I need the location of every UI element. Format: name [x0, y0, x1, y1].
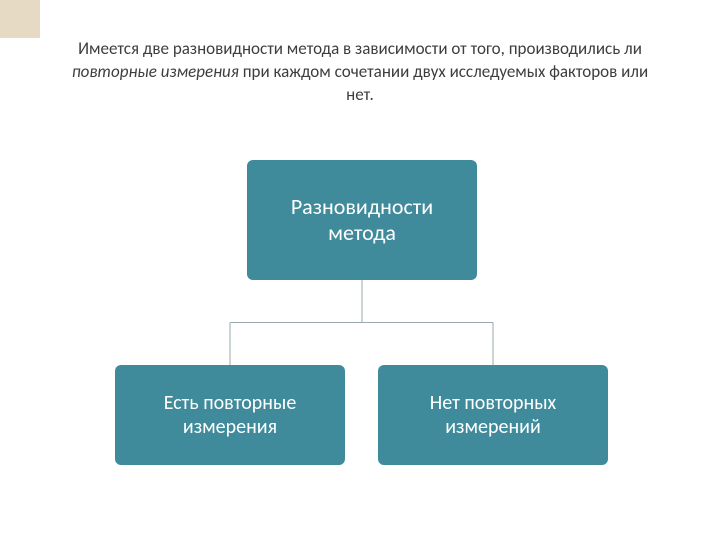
intro-part2: при каждом сочетании двух исследуемых фа… — [239, 61, 648, 105]
tree-child-node: Нет повторных измерений — [378, 365, 608, 465]
intro-text: Имеется две разновидности метода в завис… — [60, 38, 660, 107]
tree-root-label: Разновидности метода — [265, 194, 459, 247]
tree-root-node: Разновидности метода — [247, 160, 477, 280]
tree-child-label: Есть повторные измерения — [133, 391, 327, 439]
tree-child-node: Есть повторные измерения — [115, 365, 345, 465]
intro-part1: Имеется две разновидности метода в завис… — [78, 38, 642, 59]
tree-child-label: Нет повторных измерений — [396, 391, 590, 439]
accent-bar — [0, 0, 40, 38]
tree-diagram: Разновидности метода Есть повторные изме… — [0, 150, 720, 510]
intro-italic: повторные измерения — [72, 61, 239, 82]
